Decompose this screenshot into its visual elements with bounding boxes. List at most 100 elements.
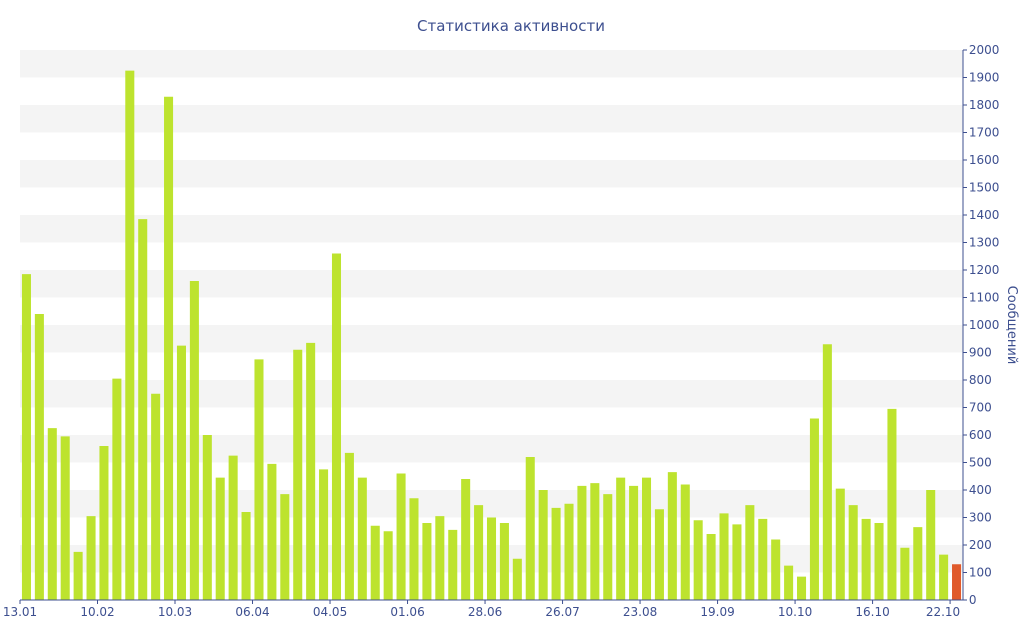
bar xyxy=(306,342,316,601)
bar xyxy=(254,359,264,601)
x-tick-label: 01.06 xyxy=(390,605,424,619)
y-tick-label: 700 xyxy=(965,401,992,415)
bar xyxy=(564,503,574,600)
x-axis-ticks: 13.01 10.02 10.03 06.04 04.05 01.06 28.06 26.07… xyxy=(3,600,960,619)
y-tick-label: 300 xyxy=(965,511,992,525)
y-tick-label: 900 xyxy=(965,346,992,360)
bar xyxy=(474,505,484,601)
bar xyxy=(887,408,897,601)
bar xyxy=(603,494,613,601)
bar xyxy=(926,490,936,600)
y-tick-label: 1300 xyxy=(965,236,999,250)
bar xyxy=(383,531,393,600)
bar xyxy=(99,446,109,600)
bar xyxy=(73,551,83,601)
bar xyxy=(228,455,238,601)
bar xyxy=(47,428,57,601)
bar xyxy=(913,527,923,601)
y-tick-label: 1500 xyxy=(965,181,999,195)
bar-series xyxy=(21,70,962,601)
bar xyxy=(525,457,535,600)
x-tick-label: 16.10 xyxy=(855,605,889,619)
y-axis-ticks: 0 100 200 300 400 500 600 700 800 900 10… xyxy=(963,43,999,607)
bar xyxy=(215,477,225,601)
bar xyxy=(499,523,509,600)
x-tick-label: 26.07 xyxy=(545,605,579,619)
bar xyxy=(693,520,703,600)
bar xyxy=(629,485,639,601)
bar xyxy=(112,378,122,601)
grid-band xyxy=(20,105,963,133)
bar xyxy=(21,274,31,601)
y-tick-label: 200 xyxy=(965,538,992,552)
grid-band xyxy=(20,435,963,463)
y-tick-label: 1600 xyxy=(965,153,999,167)
bar xyxy=(680,484,690,600)
bar xyxy=(344,452,354,601)
bar xyxy=(835,488,845,601)
x-tick-label: 22.10 xyxy=(926,605,960,619)
x-tick-label: 19.09 xyxy=(700,605,734,619)
bar xyxy=(396,473,406,600)
bar xyxy=(590,483,600,601)
grid-band xyxy=(20,380,963,408)
y-tick-label: 1400 xyxy=(965,208,999,222)
bar xyxy=(461,479,471,600)
bar xyxy=(202,435,212,600)
y-tick-label: 1100 xyxy=(965,291,999,305)
bar xyxy=(370,525,380,600)
bar xyxy=(667,472,677,601)
grid-band xyxy=(20,270,963,298)
bar-current xyxy=(952,564,962,600)
bar xyxy=(280,494,290,601)
x-tick-label: 10.03 xyxy=(158,605,192,619)
grid-band xyxy=(20,50,963,78)
bar xyxy=(86,516,96,601)
y-tick-label: 1200 xyxy=(965,263,999,277)
y-tick-label: 1800 xyxy=(965,98,999,112)
bar xyxy=(822,344,832,600)
bar xyxy=(176,345,186,601)
bar xyxy=(551,507,561,601)
y-tick-label: 1000 xyxy=(965,318,999,332)
bar xyxy=(771,539,781,600)
bar xyxy=(809,418,819,600)
bar xyxy=(319,469,329,601)
y-tick-label: 1700 xyxy=(965,126,999,140)
bar xyxy=(758,518,768,601)
bar xyxy=(848,505,858,601)
bar xyxy=(34,314,44,600)
bar xyxy=(293,349,303,600)
x-tick-label: 04.05 xyxy=(313,605,347,619)
bar xyxy=(138,219,148,601)
bar xyxy=(435,516,445,601)
x-tick-label: 23.08 xyxy=(623,605,657,619)
bar xyxy=(241,512,251,600)
bar xyxy=(641,477,652,601)
bar xyxy=(164,96,174,600)
bar xyxy=(577,485,587,601)
bar xyxy=(732,524,742,601)
bar xyxy=(939,554,949,601)
bar xyxy=(616,477,626,601)
grid-band xyxy=(20,160,963,188)
y-tick-label: 1900 xyxy=(965,71,999,85)
grid-bands xyxy=(20,50,963,573)
bar xyxy=(861,518,871,601)
chart-title: Статистика активности xyxy=(417,17,605,35)
bar xyxy=(151,393,161,600)
bar xyxy=(189,281,199,600)
bar xyxy=(267,463,277,601)
y-tick-label: 800 xyxy=(965,373,992,387)
y-axis-label: Сообщений xyxy=(1004,286,1019,365)
bar xyxy=(654,509,664,600)
bar xyxy=(874,523,884,600)
y-tick-label: 100 xyxy=(965,566,992,580)
bar xyxy=(784,565,794,601)
bar xyxy=(719,513,729,601)
x-tick-label: 10.10 xyxy=(778,605,812,619)
bar xyxy=(60,436,70,601)
grid-band xyxy=(20,325,963,353)
y-tick-label: 600 xyxy=(965,428,992,442)
